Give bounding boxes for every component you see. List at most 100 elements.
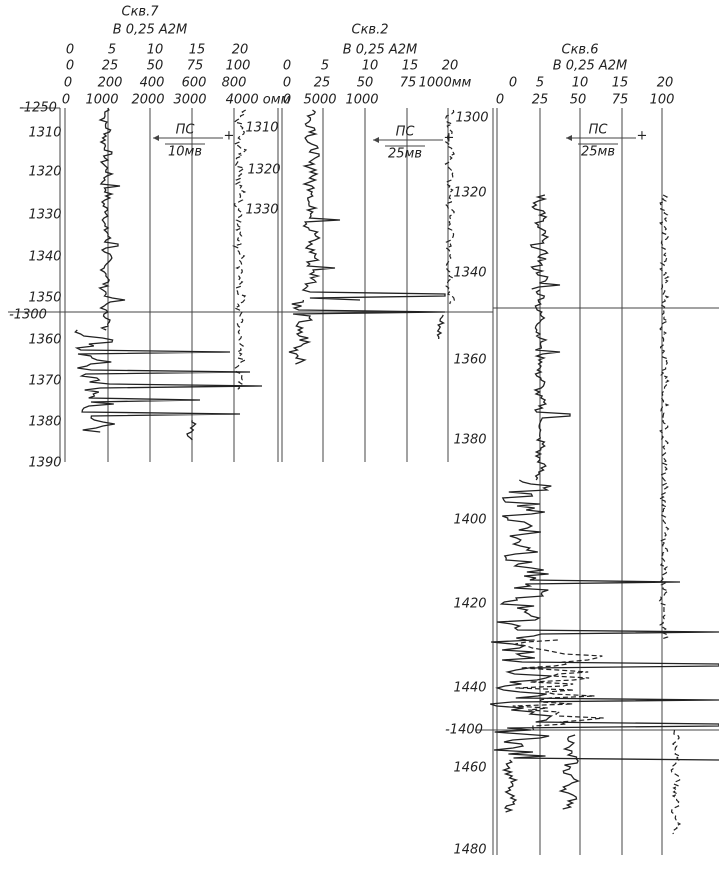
- scale-label: 50: [570, 93, 587, 108]
- depth-label: 1330: [245, 203, 278, 218]
- scale-label: 75: [612, 93, 629, 108]
- resistivity-curve: [436, 314, 446, 340]
- depth-label: 1380: [453, 433, 486, 448]
- resistivity-curve: [529, 194, 561, 290]
- scale-label: 20: [657, 76, 674, 91]
- depth-label: -1400: [445, 723, 483, 738]
- ps-unit: 25мв: [388, 147, 422, 162]
- ps-label: ПС: [589, 123, 609, 138]
- well-subtitle: В 0,25 А2М: [113, 23, 188, 38]
- scale-label: 800: [222, 76, 247, 91]
- scale-label: 50: [147, 59, 164, 74]
- well-subtitle: В 0,25 А2М: [553, 59, 628, 74]
- depth-label: 1340: [28, 250, 61, 265]
- sp-curve: [444, 109, 455, 305]
- scale-label: 20: [442, 59, 459, 74]
- depth-label: 1480: [453, 843, 486, 858]
- sp-curve: [657, 194, 670, 640]
- scale-label: 75: [400, 76, 417, 91]
- depth-label: -1300: [9, 308, 47, 323]
- scale-label: 5: [321, 59, 329, 74]
- well-title: Скв.6: [562, 43, 599, 58]
- curves: [74, 107, 719, 835]
- resistivity-curve: [490, 639, 719, 761]
- sp-curve: [232, 109, 248, 391]
- arrow-head: [153, 135, 159, 141]
- scale-label: 1000мм: [419, 76, 472, 91]
- scale-label: 0: [509, 76, 517, 91]
- scale-label: 400: [140, 76, 165, 91]
- scale-label: 20: [232, 43, 249, 58]
- resistivity-curve: [186, 419, 197, 441]
- scale-label: 0: [283, 76, 291, 91]
- scale-label: 4000 омм: [226, 93, 291, 108]
- scale-label: 1000: [345, 93, 378, 108]
- scale-label: 15: [402, 59, 419, 74]
- arrow-head: [566, 135, 572, 141]
- scale-label: 10: [147, 43, 164, 58]
- resistivity-curve: [501, 759, 519, 813]
- scale-label: 10: [572, 76, 589, 91]
- scale-label: 50: [357, 76, 374, 91]
- depth-label: 1320: [28, 165, 61, 180]
- scale-label: 15: [612, 76, 629, 91]
- ps-label: ПС: [176, 123, 196, 138]
- well-title: Скв.2: [352, 23, 389, 38]
- scale-label: 5: [536, 76, 544, 91]
- resistivity-curve: [288, 299, 446, 365]
- scale-label: 75: [187, 59, 204, 74]
- depth-label: 1390: [28, 456, 61, 471]
- scale-label: 200: [98, 76, 123, 91]
- ps-plus: +: [637, 129, 648, 144]
- resistivity-curve: [301, 109, 446, 301]
- depth-label: 1460: [453, 761, 486, 776]
- depth-label: 1310: [28, 126, 61, 141]
- scale-label: 0: [66, 59, 74, 74]
- scale-label: 0: [283, 93, 291, 108]
- scale-label: 25: [102, 59, 119, 74]
- ps-label: ПС: [396, 125, 416, 140]
- scale-label: 15: [189, 43, 206, 58]
- resistivity-curve: [98, 107, 126, 331]
- scale-label: 2000: [131, 93, 164, 108]
- scale-label: 5: [108, 43, 116, 58]
- depth-label: 1420: [453, 597, 486, 612]
- sp-curve: [670, 729, 682, 835]
- depth-label: 1400: [453, 513, 486, 528]
- depth-label: 1330: [28, 208, 61, 223]
- scale-label: 0: [283, 59, 291, 74]
- scale-label: 600: [182, 76, 207, 91]
- well-subtitle: В 0,25 А2М: [343, 43, 418, 58]
- depth-label: -1250: [19, 101, 57, 116]
- scale-label: 100: [226, 59, 251, 74]
- scale-label: 100: [650, 93, 675, 108]
- scale-label: 3000: [173, 93, 206, 108]
- depth-label: 1370: [28, 374, 61, 389]
- ps-plus: +: [224, 129, 235, 144]
- depth-label: 1310: [245, 121, 278, 136]
- well-title: Скв.7: [122, 5, 160, 20]
- depth-label: 1440: [453, 681, 486, 696]
- depth-label: 1300: [455, 111, 488, 126]
- ps-plus: +: [444, 131, 455, 146]
- scale-label: 0: [64, 76, 72, 91]
- scale-label: 0: [66, 43, 74, 58]
- scale-label: 10: [362, 59, 379, 74]
- arrow-head: [373, 137, 379, 143]
- scale-label: 0: [496, 93, 504, 108]
- ps-unit: 25мв: [581, 145, 615, 160]
- scale-label: 25: [532, 93, 549, 108]
- scale-label: 0: [62, 93, 70, 108]
- depth-label: 1320: [247, 163, 280, 178]
- depth-label: 1320: [453, 186, 486, 201]
- depth-label: 1360: [453, 353, 486, 368]
- resistivity-curve: [74, 329, 263, 433]
- depth-label: 1350: [28, 291, 61, 306]
- resistivity-curve: [558, 734, 580, 810]
- scale-label: 5000: [303, 93, 336, 108]
- depth-label: 1380: [28, 415, 61, 430]
- scale-label: 1000: [85, 93, 118, 108]
- grid: [8, 107, 719, 855]
- ps-unit: 10мв: [168, 145, 202, 160]
